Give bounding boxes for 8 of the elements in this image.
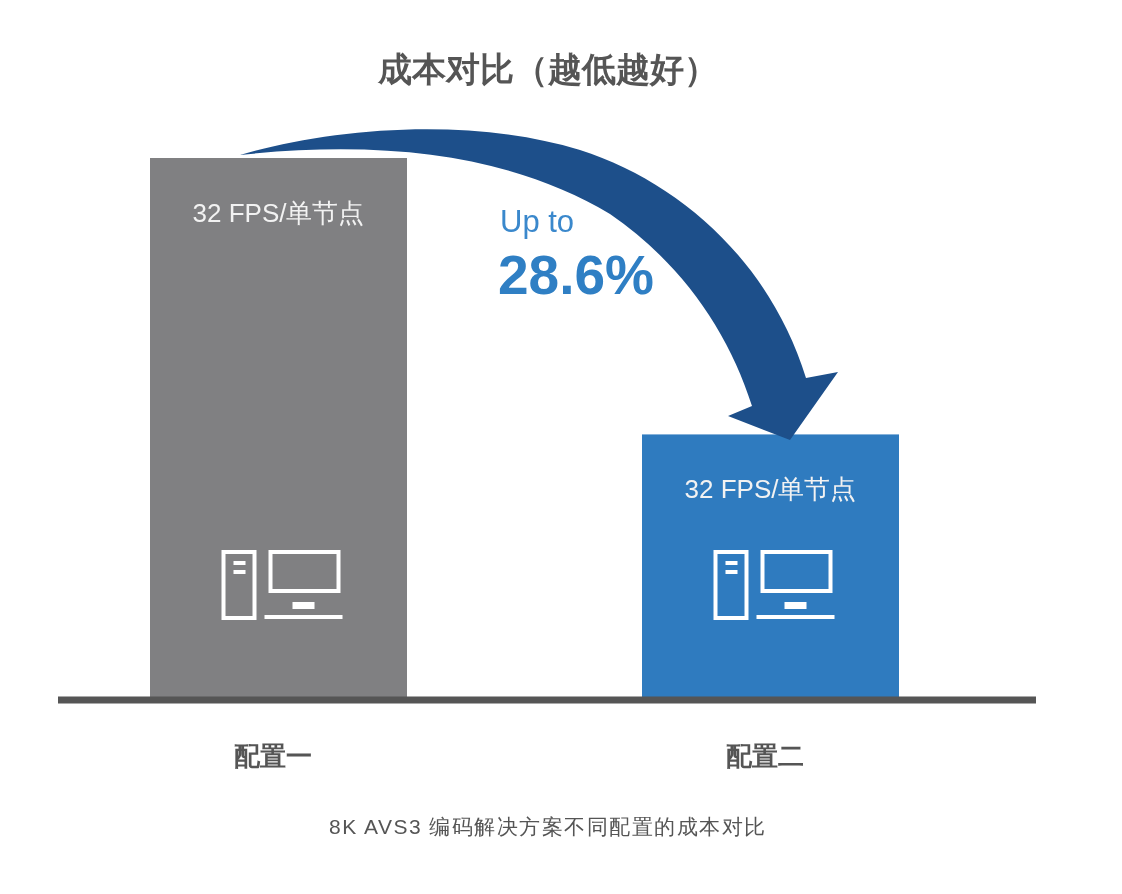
x-tick-label: 配置一 <box>233 741 312 771</box>
annotation: Up to <box>500 204 575 239</box>
chart-title: 成本对比（越低越好） <box>377 50 718 88</box>
annotation: 32 FPS/单节点 <box>684 474 857 505</box>
x-tick-label: 配置二 <box>725 741 804 771</box>
text: 8K AVS3 编码解决方案不同配置的成本对比 <box>329 815 767 838</box>
annotation: 32 FPS/单节点 <box>192 198 365 228</box>
annotation: 28.6% <box>498 244 654 306</box>
